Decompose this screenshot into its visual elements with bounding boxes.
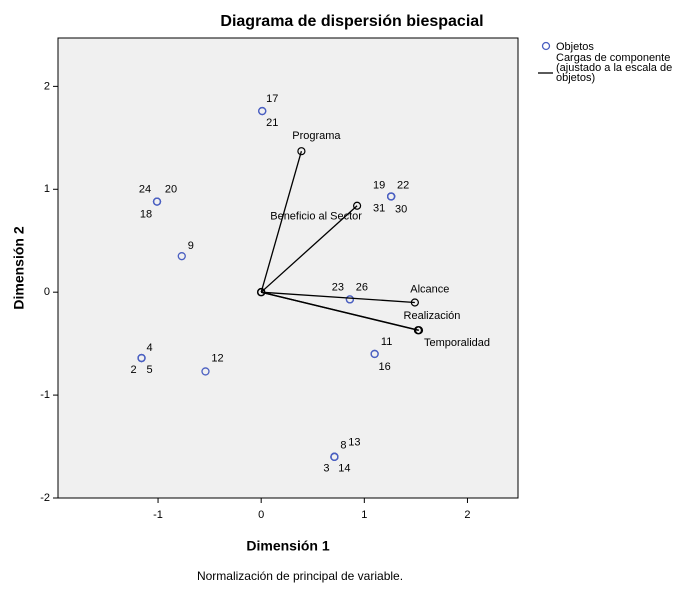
point: [137, 353, 146, 363]
point: [201, 367, 210, 376]
loading-label: Alcance: [410, 283, 449, 295]
x-tick-label: 1: [361, 509, 367, 521]
chart-title: Diagrama de dispersión biespacial: [220, 13, 483, 30]
y-tick-label: 0: [44, 286, 50, 298]
point-label: 11: [381, 336, 392, 348]
origin-marker: [256, 287, 266, 297]
loading-end: [353, 201, 362, 210]
point-label: 8: [340, 440, 346, 452]
point-label: 18: [140, 209, 152, 221]
point-label: 30: [395, 203, 407, 215]
point: [258, 106, 267, 116]
y-tick-label: -1: [40, 389, 50, 401]
point-label: 24: [139, 184, 151, 196]
point: [177, 252, 186, 261]
point: [330, 452, 339, 461]
point-label: 17: [266, 93, 278, 105]
loading-end: [297, 147, 306, 156]
x-tick-label: -1: [153, 509, 163, 521]
legend-symbol: [541, 41, 551, 51]
point-label: 2: [130, 364, 136, 376]
loading-vector: [261, 291, 420, 331]
point-label: 23: [332, 281, 344, 293]
loading-label: Programa: [292, 130, 341, 142]
point-label: 22: [397, 179, 409, 191]
y-axis-label: Dimensión 2: [11, 226, 27, 309]
loading-label: Temporalidad: [424, 337, 490, 349]
point-label: 21: [266, 117, 278, 129]
point-label: 9: [188, 240, 194, 252]
loading-end: [414, 326, 424, 335]
footnote: Normalización de principal de variable.: [197, 569, 403, 583]
legend-label: Cargas de componente (ajustado a la esca…: [556, 53, 673, 84]
point-label: 19: [373, 179, 385, 191]
y-tick-label: -2: [40, 492, 50, 504]
loading-label: Beneficio al Sector: [270, 211, 362, 223]
point-label: 3: [323, 463, 329, 475]
point-label: 31: [373, 202, 385, 214]
loading-vector: [260, 205, 358, 293]
x-tick-label: 0: [258, 509, 264, 521]
loading-end: [410, 298, 419, 307]
x-tick-label: 2: [464, 509, 470, 521]
point-label: 20: [165, 184, 177, 196]
point-label: 14: [338, 463, 350, 475]
point-label: 5: [146, 364, 152, 376]
point: [370, 349, 379, 359]
y-tick-label: 1: [44, 183, 50, 195]
loading-label: Realización: [404, 310, 461, 322]
point: [345, 295, 355, 304]
y-tick-label: 2: [44, 80, 50, 92]
loading-vector: [260, 151, 303, 293]
point-label: 4: [146, 342, 152, 354]
point-label: 13: [348, 437, 360, 449]
legend-label-box: Cargas de componente (ajustado a la esca…: [556, 53, 673, 84]
point-label: 16: [379, 361, 391, 373]
point: [152, 197, 162, 206]
x-axis-label: Dimensión 1: [246, 538, 329, 554]
point-label: 12: [211, 352, 223, 364]
point: [386, 192, 396, 201]
loading-vector: [261, 291, 415, 304]
legend-label: Objetos: [556, 41, 594, 53]
point-label: 26: [356, 281, 368, 293]
